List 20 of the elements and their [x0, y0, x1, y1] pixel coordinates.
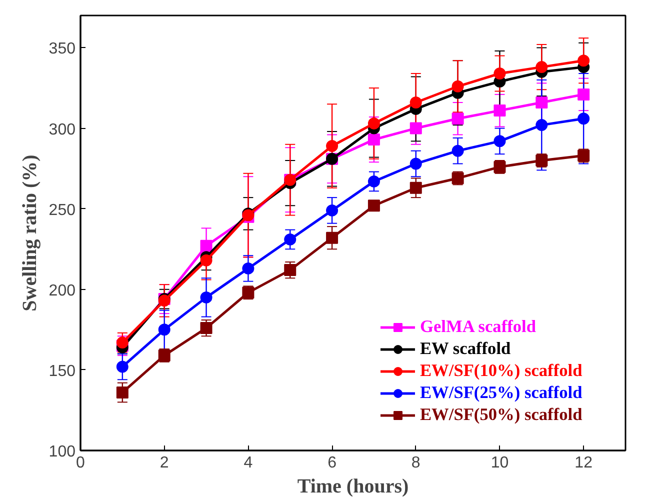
x-tick-label: 4	[244, 454, 253, 472]
legend-label: EW/SF(25%) scaffold	[420, 383, 582, 403]
x-tick-label: 12	[574, 454, 593, 472]
x-tick-label: 2	[160, 454, 169, 472]
y-tick-label: 100	[48, 444, 76, 460]
x-tick-label: 0	[76, 454, 86, 472]
legend-label: EW scaffold	[420, 339, 511, 359]
x-axis-title: Time (hours)	[297, 476, 409, 498]
legend-label: EW/SF(50%) scaffold	[420, 405, 582, 425]
x-tick-label: 6	[328, 454, 337, 472]
y-tick-label: 350	[48, 40, 76, 58]
legend-label: GelMA scaffold	[420, 317, 536, 337]
x-tick-label: 10	[490, 454, 509, 472]
y-tick-label: 300	[48, 121, 76, 138]
x-tick-label: 8	[411, 454, 420, 472]
legend-label: EW/SF(10%) scaffold	[420, 361, 582, 381]
y-tick-label: 250	[48, 202, 76, 219]
y-tick-label: 150	[48, 362, 76, 380]
y-tick-label: 200	[48, 282, 76, 300]
y-axis-title: Swelling ratio (%)	[18, 154, 41, 312]
